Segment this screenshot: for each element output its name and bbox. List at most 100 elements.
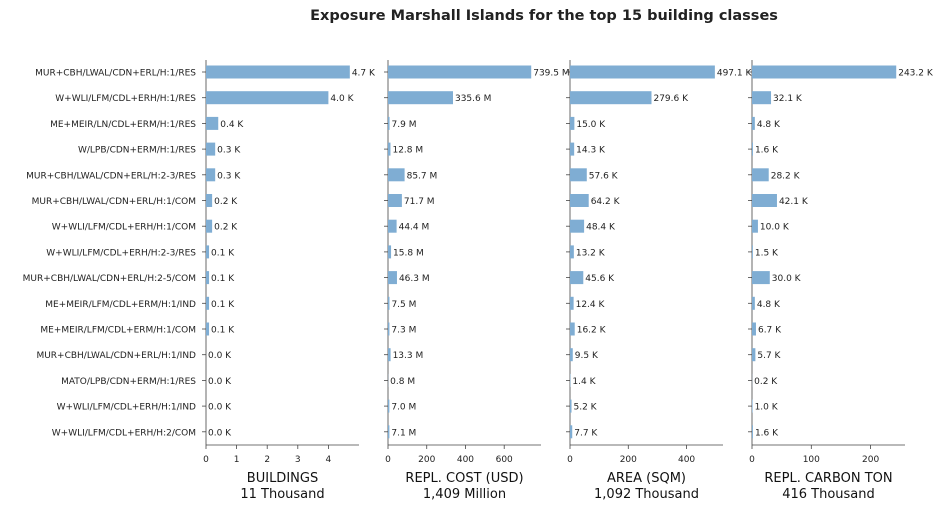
x-tick-label: 0 bbox=[203, 455, 209, 465]
bar bbox=[206, 271, 210, 285]
category-label: W+WLI/LFM/CDL+ERH/H:2/COM bbox=[52, 428, 196, 438]
data-label: 7.9 M bbox=[392, 120, 417, 130]
bar bbox=[752, 91, 772, 105]
bar bbox=[206, 91, 329, 105]
data-label: 0.0 K bbox=[208, 428, 232, 438]
data-label: 7.0 M bbox=[391, 403, 416, 413]
category-label: ME+MEIR/LN/CDL+ERM/H:1/RES bbox=[50, 120, 196, 130]
data-label: 10.0 K bbox=[760, 223, 790, 233]
x-axis-total: 1,092 Thousand bbox=[594, 487, 699, 502]
data-label: 7.7 K bbox=[574, 428, 598, 438]
data-label: 0.1 K bbox=[211, 274, 235, 284]
x-axis-total: 1,409 Million bbox=[423, 487, 506, 502]
bar bbox=[206, 168, 216, 182]
data-label: 7.3 M bbox=[391, 326, 416, 336]
bar bbox=[752, 245, 753, 259]
data-label: 7.1 M bbox=[391, 428, 416, 438]
bar bbox=[570, 271, 584, 285]
x-tick-label: 100 bbox=[803, 455, 820, 465]
data-label: 5.2 K bbox=[574, 403, 598, 413]
data-label: 0.1 K bbox=[211, 248, 235, 258]
data-label: 12.8 M bbox=[392, 146, 423, 156]
data-label: 15.8 M bbox=[393, 248, 424, 258]
data-label: 28.2 K bbox=[771, 171, 801, 181]
bar bbox=[570, 91, 652, 105]
data-label: 15.0 K bbox=[576, 120, 606, 130]
data-label: 1.6 K bbox=[755, 428, 779, 438]
data-label: 0.3 K bbox=[217, 171, 241, 181]
bar bbox=[570, 296, 574, 310]
bar bbox=[388, 245, 392, 259]
x-axis-label: AREA (SQM) bbox=[607, 471, 686, 486]
data-label: 48.4 K bbox=[586, 223, 616, 233]
x-tick-label: 0 bbox=[385, 455, 391, 465]
bar bbox=[570, 65, 715, 79]
data-label: 0.0 K bbox=[208, 377, 232, 387]
category-label: W+WLI/LFM/CDL+ERH/H:1/IND bbox=[57, 403, 196, 413]
category-label: ME+MEIR/LFM/CDL+ERM/H:1/COM bbox=[40, 326, 196, 336]
category-label: MUR+CBH/LWAL/CDN+ERL/H:1/IND bbox=[36, 351, 196, 361]
data-label: 45.6 K bbox=[585, 274, 615, 284]
data-label: 4.8 K bbox=[757, 300, 781, 310]
bar bbox=[752, 116, 755, 130]
data-label: 42.1 K bbox=[779, 197, 809, 207]
bar bbox=[206, 65, 350, 79]
bar bbox=[752, 348, 756, 362]
data-label: 739.5 M bbox=[533, 69, 569, 79]
data-label: 0.8 M bbox=[390, 377, 415, 387]
data-label: 71.7 M bbox=[404, 197, 435, 207]
data-label: 64.2 K bbox=[591, 197, 621, 207]
bar bbox=[752, 296, 755, 310]
category-label: W+WLI/LFM/CDL+ERH/H:1/RES bbox=[55, 94, 196, 104]
data-label: 0.4 K bbox=[220, 120, 244, 130]
bar bbox=[206, 219, 213, 233]
bar bbox=[206, 245, 210, 259]
data-label: 13.2 K bbox=[576, 248, 606, 258]
bar bbox=[206, 116, 219, 130]
x-tick-label: 600 bbox=[496, 455, 513, 465]
x-tick-label: 200 bbox=[418, 455, 435, 465]
x-axis-total: 11 Thousand bbox=[240, 487, 324, 502]
data-label: 0.0 K bbox=[208, 403, 232, 413]
bar bbox=[388, 142, 391, 156]
data-label: 30.0 K bbox=[772, 274, 802, 284]
x-axis-label: BUILDINGS bbox=[247, 471, 318, 486]
data-label: 1.6 K bbox=[755, 146, 779, 156]
category-label: W+WLI/LFM/CDL+ERH/H:1/COM bbox=[52, 223, 196, 233]
data-label: 0.0 K bbox=[208, 351, 232, 361]
bar bbox=[570, 245, 574, 259]
bar bbox=[206, 194, 213, 207]
chart-title: Exposure Marshall Islands for the top 15… bbox=[310, 8, 778, 24]
category-label: MATO/LPB/CDN+ERM/H:1/RES bbox=[61, 377, 196, 387]
data-label: 16.2 K bbox=[577, 326, 607, 336]
data-label: 279.6 K bbox=[653, 94, 689, 104]
data-label: 4.7 K bbox=[352, 69, 376, 79]
bar bbox=[570, 194, 589, 207]
bar bbox=[752, 194, 777, 207]
data-label: 0.3 K bbox=[217, 146, 241, 156]
data-label: 4.8 K bbox=[757, 120, 781, 130]
bar bbox=[752, 219, 758, 233]
category-label: W/LPB/CDN+ERM/H:1/RES bbox=[78, 146, 196, 156]
x-tick-label: 400 bbox=[457, 455, 474, 465]
bar bbox=[388, 168, 405, 182]
data-label: 9.5 K bbox=[575, 351, 599, 361]
bar bbox=[206, 296, 210, 310]
x-tick-label: 3 bbox=[295, 455, 301, 465]
bar bbox=[388, 348, 391, 362]
bar bbox=[752, 168, 769, 182]
bar bbox=[752, 142, 753, 156]
data-label: 1.0 K bbox=[755, 403, 779, 413]
bar bbox=[388, 91, 453, 105]
bar bbox=[570, 142, 575, 156]
data-label: 0.2 K bbox=[214, 197, 238, 207]
category-label: ME+MEIR/LFM/CDL+ERM/H:1/IND bbox=[45, 300, 196, 310]
bar bbox=[388, 219, 397, 233]
data-label: 497.1 K bbox=[717, 69, 753, 79]
bar bbox=[752, 65, 897, 79]
category-label: MUR+CBH/LWAL/CDN+ERL/H:2-5/COM bbox=[23, 274, 196, 284]
bar bbox=[752, 425, 753, 439]
data-label: 57.6 K bbox=[589, 171, 619, 181]
data-label: 335.6 M bbox=[455, 94, 491, 104]
